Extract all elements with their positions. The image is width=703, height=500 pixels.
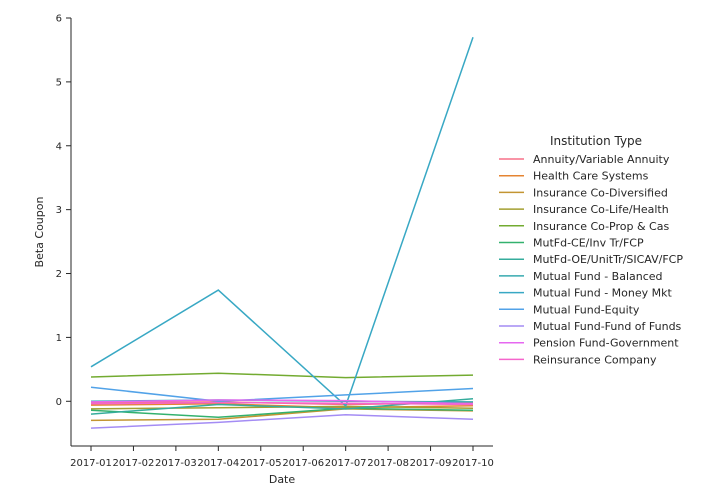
x-tick-label: 2017-04	[197, 458, 239, 469]
x-tick-label: 2017-05	[240, 458, 282, 469]
series-line-9	[90, 386, 474, 403]
axes	[70, 18, 493, 447]
legend-label: Insurance Co-Diversified	[533, 186, 668, 199]
y-tick-label: 3	[56, 205, 62, 216]
series-line-5	[90, 407, 474, 419]
legend-title: Institution Type	[550, 134, 642, 148]
x-tick-label: 2017-07	[325, 458, 367, 469]
legend-label: Pension Fund-Government	[533, 337, 679, 350]
legend-label: Insurance Co-Life/Health	[533, 203, 669, 216]
legend-label: Health Care Systems	[533, 170, 649, 183]
legend: Institution Type Annuity/Variable Annuit…	[499, 134, 683, 366]
x-axis-label: Date	[269, 473, 296, 486]
legend-label: Reinsurance Company	[533, 353, 657, 366]
x-tick-label: 2017-03	[155, 458, 197, 469]
series-line-10	[90, 413, 474, 429]
legend-label: Mutual Fund - Balanced	[533, 270, 663, 283]
legend-label: Annuity/Variable Annuity	[533, 153, 670, 166]
legend-label: Insurance Co-Prop & Cas	[533, 220, 669, 233]
y-tick-label: 2	[56, 269, 62, 280]
x-tick-label: 2017-01	[70, 458, 112, 469]
x-tick-label: 2017-08	[367, 458, 409, 469]
series-line-8	[90, 36, 474, 408]
series-line-4	[90, 372, 474, 379]
legend-label: MutFd-CE/Inv Tr/FCP	[533, 237, 644, 250]
y-tick-label: 4	[56, 141, 62, 152]
y-tick-label: 6	[56, 14, 62, 25]
x-tick-label: 2017-10	[452, 458, 494, 469]
x-tick-label: 2017-06	[282, 458, 324, 469]
series-line-11	[90, 399, 474, 405]
y-axis-label: Beta Coupon	[33, 197, 46, 268]
legend-label: MutFd-OE/UnitTr/SICAV/FCP	[533, 253, 683, 266]
y-tick-label: 5	[56, 77, 62, 88]
y-tick-label: 1	[56, 333, 62, 344]
series-line-12	[90, 401, 474, 406]
legend-label: Mutual Fund - Money Mkt	[533, 287, 672, 300]
y-axis-ticks: 0 1 2 3 4 5 6	[56, 14, 71, 408]
x-tick-label: 2017-09	[410, 458, 452, 469]
x-axis-ticks: 2017-01 2017-02 2017-03 2017-04 2017-05 2017-…	[70, 446, 494, 469]
legend-label: Mutual Fund-Fund of Funds	[533, 320, 682, 333]
y-tick-label: 0	[56, 397, 62, 408]
legend-label: Mutual Fund-Equity	[533, 303, 640, 316]
x-tick-label: 2017-02	[113, 458, 155, 469]
plot-area	[90, 36, 474, 429]
